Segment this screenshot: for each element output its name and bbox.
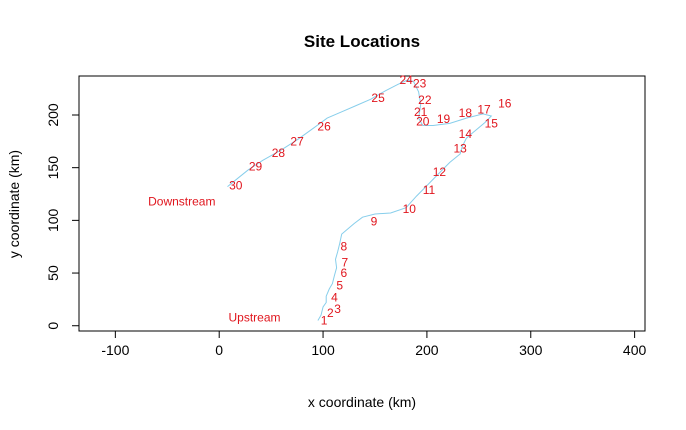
site-label-5: 5 xyxy=(336,279,343,293)
y-tick-label: 200 xyxy=(45,103,61,127)
site-label-17: 17 xyxy=(477,103,491,117)
site-label-22: 22 xyxy=(418,93,432,107)
site-label-9: 9 xyxy=(371,214,378,228)
site-label-18: 18 xyxy=(459,106,473,120)
y-axis-label: y coordinate (km) xyxy=(6,150,22,258)
x-axis-label: x coordinate (km) xyxy=(308,394,416,410)
site-label-12: 12 xyxy=(433,165,447,179)
site-label-11: 11 xyxy=(423,183,436,197)
site-label-29: 29 xyxy=(249,160,263,174)
y-axis: 0 50 100 150 200 xyxy=(45,103,79,330)
river-line-group xyxy=(227,79,493,321)
site-label-2: 2 xyxy=(327,306,334,320)
annotation-downstream: Downstream xyxy=(148,194,215,208)
x-tick-label: 300 xyxy=(519,342,543,358)
site-label-4: 4 xyxy=(331,290,338,304)
y-tick-label: 150 xyxy=(45,156,61,180)
chart-title: Site Locations xyxy=(304,32,420,51)
site-label-16: 16 xyxy=(498,96,512,110)
site-label-20: 20 xyxy=(416,114,430,128)
site-label-26: 26 xyxy=(317,120,331,134)
site-label-25: 25 xyxy=(371,91,385,105)
x-tick-label: 400 xyxy=(623,342,647,358)
y-tick-label: 50 xyxy=(45,265,61,281)
x-tick-label: 200 xyxy=(415,342,439,358)
x-tick-label: 100 xyxy=(311,342,335,358)
site-labels: 12 34567891011121314151617181920212223242… xyxy=(229,73,512,327)
site-label-19: 19 xyxy=(437,112,451,126)
site-label-3: 3 xyxy=(334,302,341,316)
site-label-21: 21 xyxy=(414,105,428,119)
annotation-upstream: Upstream xyxy=(229,310,281,324)
site-label-24: 24 xyxy=(399,73,413,87)
site-label-28: 28 xyxy=(272,146,286,160)
site-label-14: 14 xyxy=(459,127,473,141)
site-label-27: 27 xyxy=(290,134,304,148)
x-tick-label: 0 xyxy=(215,342,223,358)
site-label-13: 13 xyxy=(453,142,467,156)
site-label-7: 7 xyxy=(342,256,349,270)
y-tick-label: 0 xyxy=(45,322,61,330)
plot-frame xyxy=(78,75,646,332)
y-tick-label: 100 xyxy=(45,208,61,232)
x-tick-label: -100 xyxy=(101,342,129,358)
site-label-30: 30 xyxy=(229,179,243,193)
x-axis: -100 0 100 200 300 400 xyxy=(101,331,647,358)
site-label-10: 10 xyxy=(403,202,417,216)
river-line xyxy=(227,79,493,321)
annotations: Downstream Upstream xyxy=(148,194,280,324)
site-label-6: 6 xyxy=(340,266,347,280)
site-label-23: 23 xyxy=(413,76,427,90)
site-label-8: 8 xyxy=(340,240,347,254)
site-label-15: 15 xyxy=(485,116,499,130)
site-label-1: 1 xyxy=(321,313,328,327)
